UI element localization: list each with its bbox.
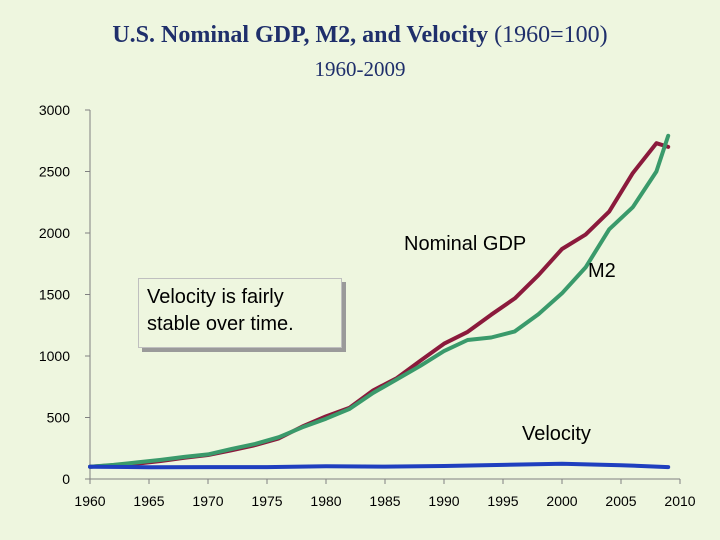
x-tick-label: 1980: [310, 493, 341, 509]
series-label-m2: M2: [588, 260, 616, 282]
y-tick-label: 2500: [39, 164, 70, 180]
x-tick-label: 1975: [251, 493, 282, 509]
series-label-velocity: Velocity: [522, 423, 591, 445]
y-tick-label: 2000: [39, 225, 70, 241]
y-tick-label: 500: [47, 410, 71, 426]
x-tick-label: 2010: [664, 493, 695, 509]
x-tick-label: 1985: [369, 493, 400, 509]
x-tick-label: 2000: [546, 493, 577, 509]
chart-axes: 0 500 1000 1500 2000 2500 3000 1960 1965 1970 1975…: [39, 102, 696, 509]
chart-title-suffix: (1960=100): [494, 22, 608, 48]
x-tick-label: 2005: [605, 493, 636, 509]
y-tick-label: 1500: [39, 287, 70, 303]
y-tick-label: 1000: [39, 348, 70, 364]
series-label-nominal-gdp: Nominal GDP: [404, 233, 526, 255]
chart-series-labels: Nominal GDP M2 Velocity: [404, 233, 616, 445]
x-tick-label: 1990: [428, 493, 459, 509]
x-tick-label: 1965: [133, 493, 164, 509]
y-tick-label: 0: [62, 471, 70, 487]
series-line-velocity: [88, 461, 671, 470]
chart-subtitle: 1960-2009: [314, 57, 406, 81]
chart-title-main: U.S. Nominal GDP, M2, and Velocity: [112, 22, 489, 48]
velocity-callout: Velocity is fairly stable over time.: [138, 278, 342, 348]
chart-title: U.S. Nominal GDP, M2, and Velocity (1960…: [0, 22, 720, 49]
series-line-m2: [88, 133, 671, 469]
chart-series: [88, 133, 671, 470]
x-tick-label: 1960: [74, 493, 105, 509]
x-tick-label: 1970: [192, 493, 223, 509]
y-tick-label: 3000: [39, 102, 70, 118]
x-tick-label: 1995: [487, 493, 518, 509]
title-block: U.S. Nominal GDP, M2, and Velocity (1960…: [0, 22, 720, 82]
